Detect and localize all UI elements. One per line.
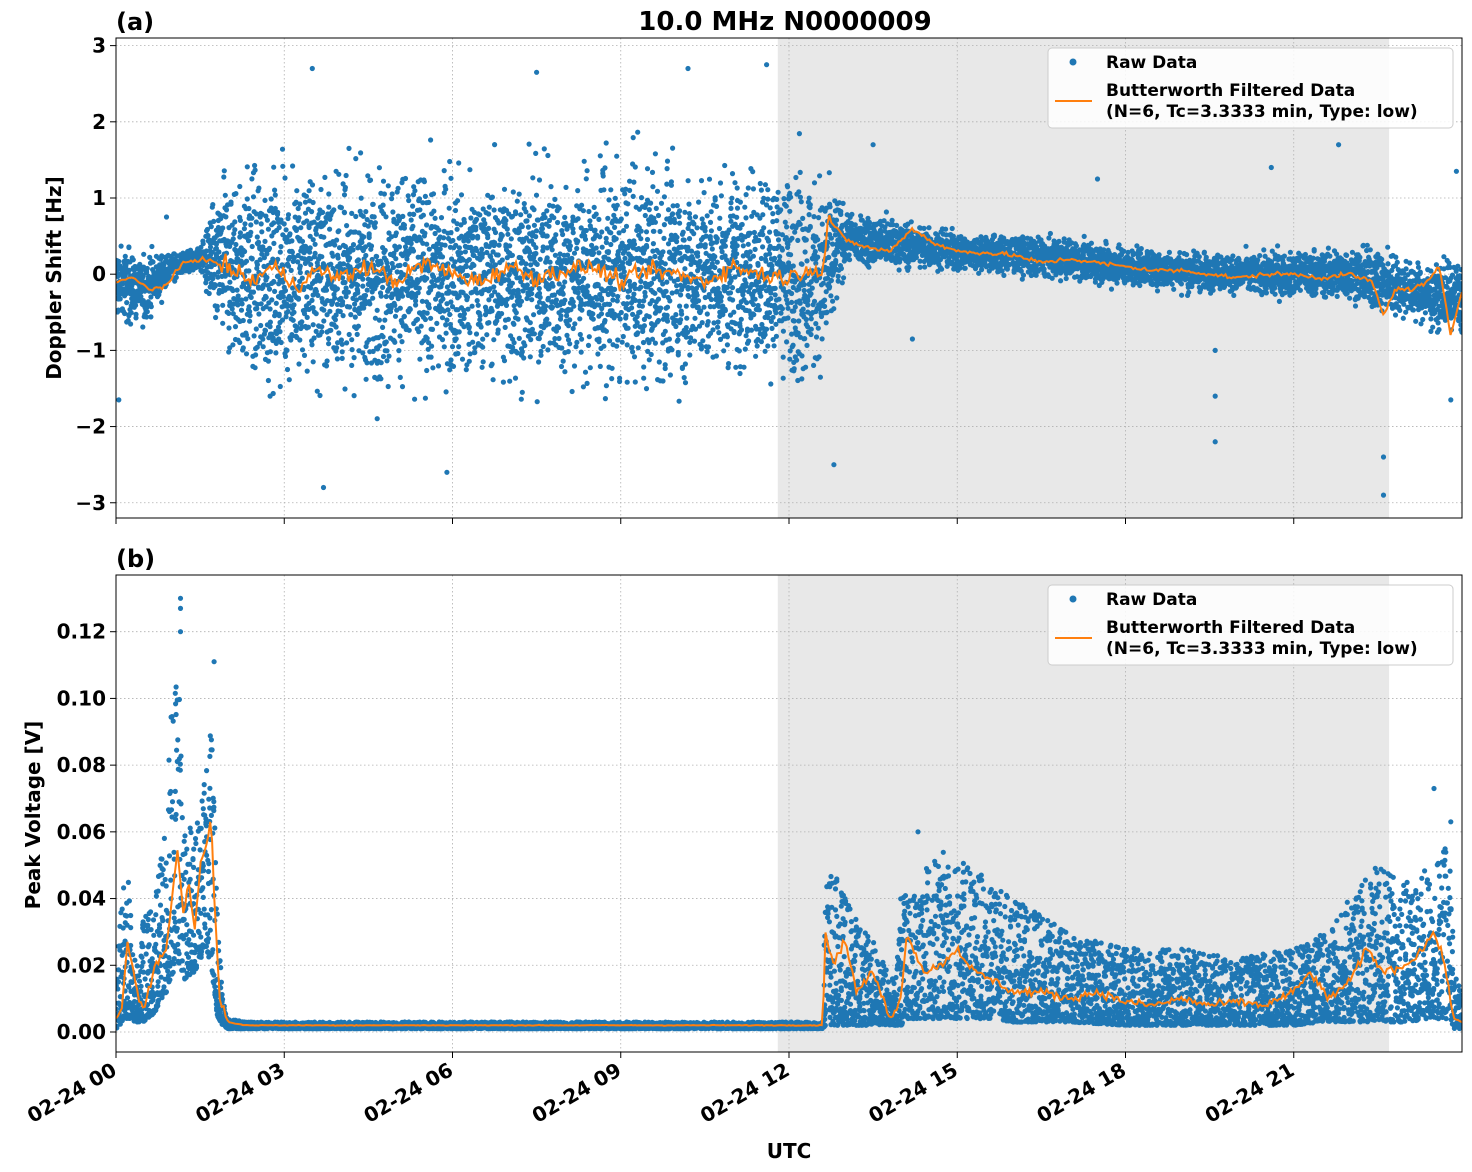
panel-a-legend-raw-label: Raw Data — [1106, 53, 1197, 73]
panel-b-legend-raw-marker — [1070, 596, 1077, 603]
panel-b-xtick-label-2: 02-24 06 — [359, 1058, 457, 1128]
panel-b-xtick-label-5: 02-24 15 — [864, 1058, 962, 1128]
panel-b-legend-raw-label: Raw Data — [1106, 590, 1197, 610]
panel-b-legend-filtered-label: Butterworth Filtered Data — [1106, 618, 1355, 638]
panel-b-xtick-label-3: 02-24 09 — [528, 1058, 626, 1128]
panel-b-peak-voltage: (b) Peak Voltage [V] 0.00 0.02 0.04 0.06 0.0… — [21, 545, 1465, 1128]
panel-b-ytick-label-0: 0.00 — [57, 1020, 106, 1044]
panel-a-legend-filtered-params: (N=6, Tc=3.3333 min, Type: low) — [1106, 102, 1418, 122]
panel-a-ytick-label-4: 1 — [92, 186, 106, 210]
panel-a-ytick-label-3: 0 — [92, 262, 106, 286]
x-axis-label: UTC — [767, 1139, 812, 1163]
panel-b-ytick-label-6: 0.12 — [57, 620, 106, 644]
panel-a-legend-raw-marker — [1070, 59, 1077, 66]
panel-b-ylabel: Peak Voltage [V] — [21, 721, 45, 910]
panel-b-legend-filtered-params: (N=6, Tc=3.3333 min, Type: low) — [1106, 639, 1418, 659]
panel-b-ytick-label-4: 0.08 — [57, 753, 106, 777]
panel-b-xtick-label-0: 02-24 00 — [23, 1058, 121, 1128]
panel-b-ytick-label-3: 0.06 — [57, 820, 106, 844]
panel-b-xtick-label-4: 02-24 12 — [696, 1058, 794, 1128]
figure-title: 10.0 MHz N0000009 — [638, 7, 931, 37]
panel-a-ylabel: Doppler Shift [Hz] — [42, 176, 66, 380]
panel-a-ytick-label-5: 2 — [92, 110, 106, 134]
panel-b-xtick-label-6: 02-24 18 — [1032, 1058, 1130, 1128]
panel-a-ytick-label-6: 3 — [92, 34, 106, 58]
panel-a-doppler-shift: (a) Doppler Shift [Hz] −3 −2 −1 0 1 2 3 Raw Da… — [42, 8, 1465, 524]
panel-a-label: (a) — [116, 8, 154, 36]
panel-a-ytick-label-2: −1 — [75, 338, 106, 362]
panel-b-ytick-label-1: 0.02 — [57, 953, 106, 977]
panel-a-ytick-label-0: −3 — [75, 491, 106, 515]
panel-b-xtick-label-1: 02-24 03 — [191, 1058, 289, 1128]
panel-b-ytick-label-2: 0.04 — [57, 887, 106, 911]
panel-b-xtick-label-7: 02-24 21 — [1201, 1058, 1299, 1128]
panel-b-ytick-label-5: 0.10 — [57, 686, 106, 710]
panel-b-label: (b) — [116, 545, 155, 573]
panel-a-ytick-label-1: −2 — [75, 415, 106, 439]
panel-b-legend: Raw Data Butterworth Filtered Data (N=6,… — [1048, 585, 1453, 665]
panel-a-legend-filtered-label: Butterworth Filtered Data — [1106, 81, 1355, 101]
panel-a-legend: Raw Data Butterworth Filtered Data (N=6,… — [1048, 48, 1453, 128]
